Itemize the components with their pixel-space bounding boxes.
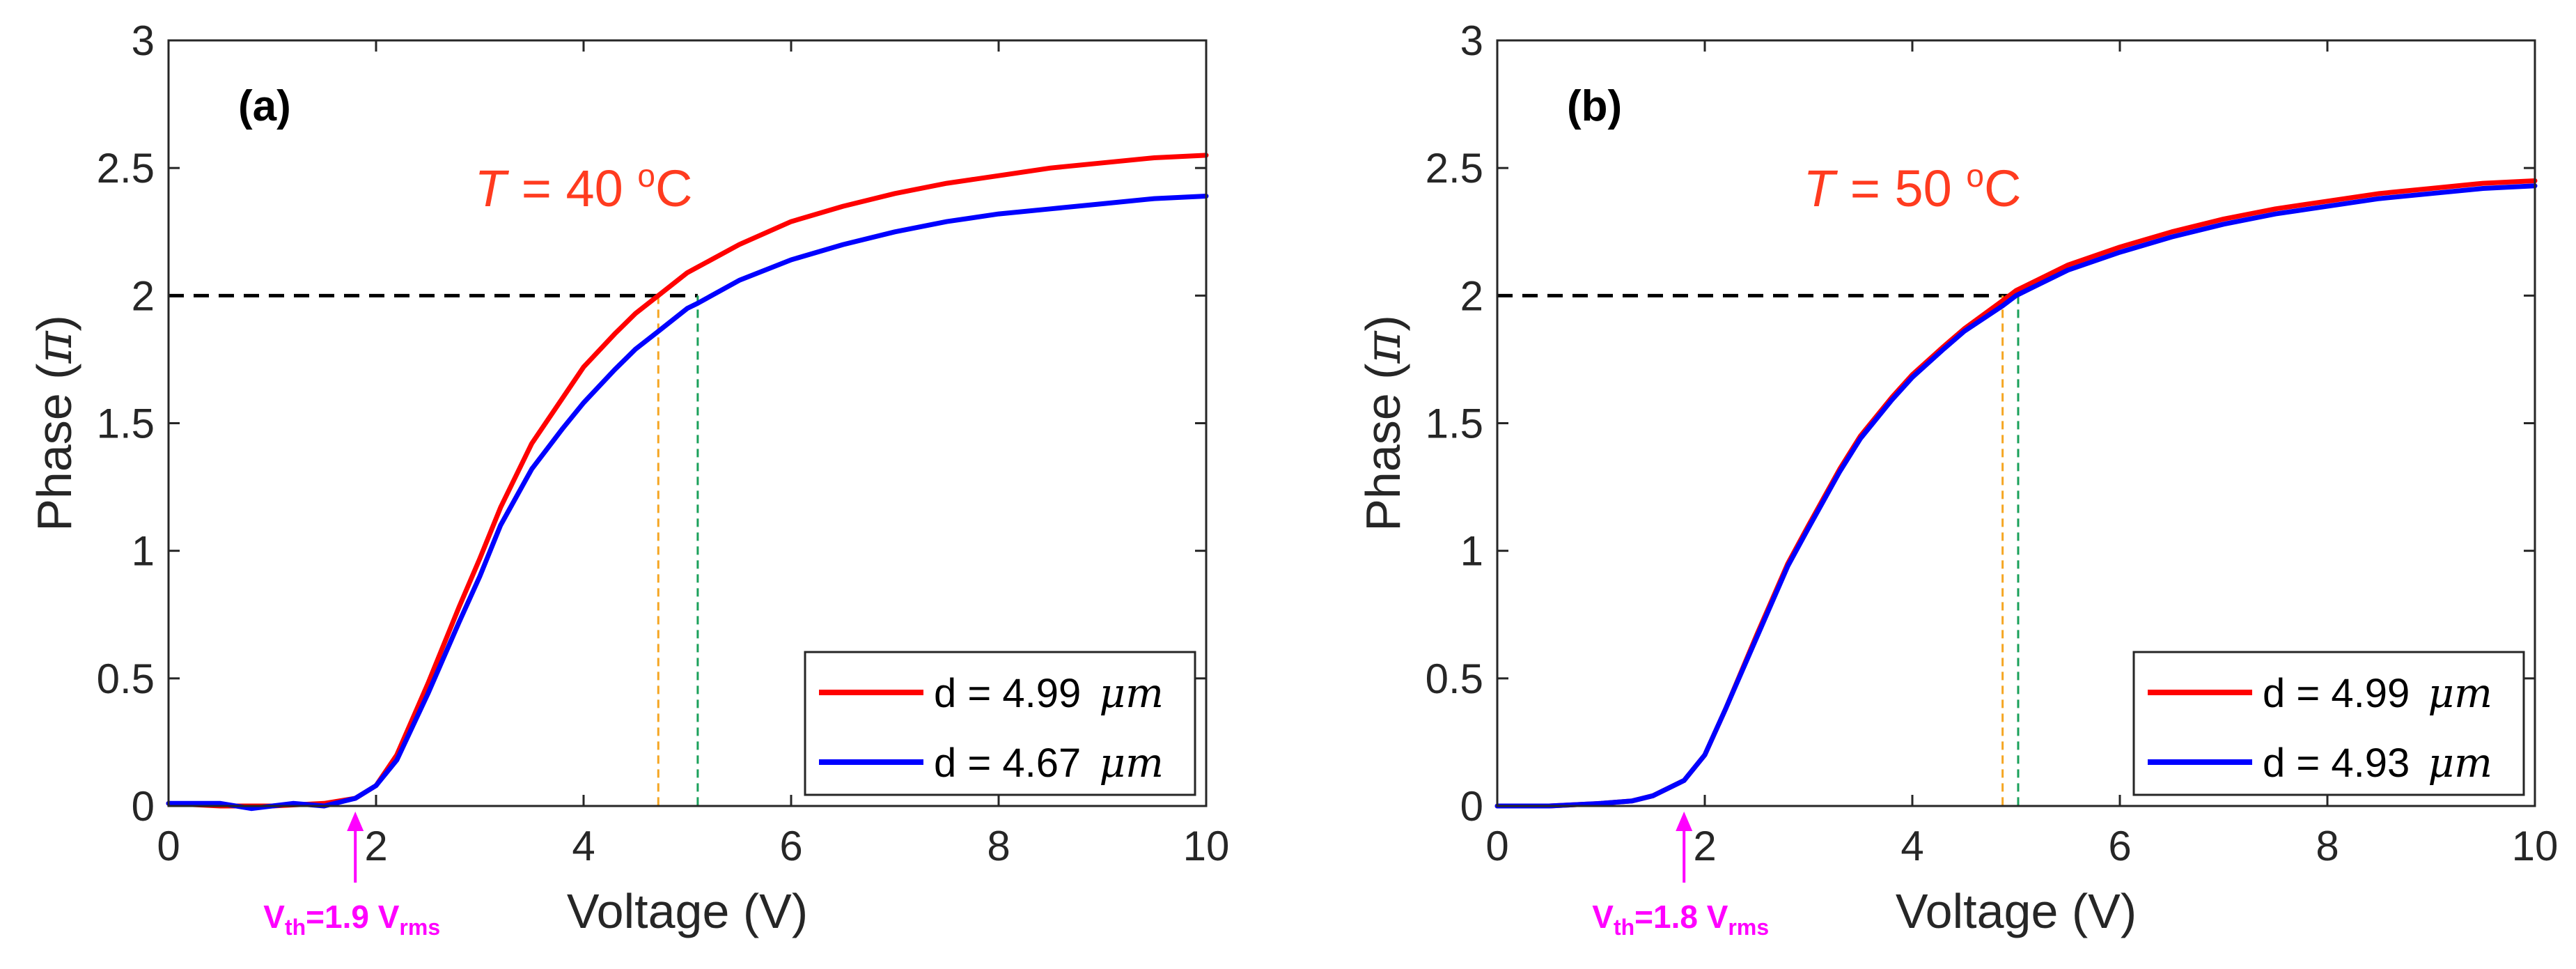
threshold-sub: th [285, 915, 306, 940]
legend-entry-blue: d = 4.67 μm [934, 739, 1164, 786]
chart-panel-a: 0 2 4 6 8 10 0 0.5 1 1.5 2 2.5 3 (a) T = 40 oC Voltage (… [26, 17, 1229, 940]
y-tick-label: 0.5 [1426, 656, 1483, 702]
x-tick-label: 8 [987, 823, 1010, 869]
temperature-value: = 50 [1850, 160, 1967, 217]
threshold-value: =1.8 V [1634, 899, 1728, 935]
legend-entry-text: d = 4.99 [2263, 671, 2421, 716]
y-axis-label-close: ) [1356, 315, 1410, 331]
x-tick-label: 4 [572, 823, 595, 869]
x-tick-label: 10 [2512, 823, 2559, 869]
legend-entry-unit: μm [2428, 739, 2492, 786]
y-tick-label: 0 [132, 783, 155, 830]
x-tick-label: 2 [364, 823, 387, 869]
threshold-sub2: rms [399, 915, 440, 940]
threshold-label: Vth=1.8 Vrms [1592, 899, 1769, 940]
legend: d = 4.99 μmd = 4.67 μm [805, 652, 1195, 795]
legend-entry-text: d = 4.93 [2263, 741, 2421, 786]
chart-panel-b: 0 2 4 6 8 10 0 0.5 1 1.5 2 2.5 3 (b) T = 50 oC Voltage (… [1355, 17, 2558, 940]
y-tick-label: 1 [1460, 528, 1483, 575]
x-tick-label: 4 [1900, 823, 1923, 869]
temperature-var: T [475, 160, 510, 217]
temperature-var: T [1804, 160, 1839, 217]
x-tick-label: 6 [779, 823, 802, 869]
temperature-degree: o [637, 157, 655, 194]
legend-entry-unit: μm [1099, 669, 1164, 717]
temperature-unit: C [1984, 160, 2021, 217]
threshold-sub: th [1614, 915, 1634, 940]
y-axis-label-text: Phase ( [27, 364, 81, 532]
threshold-v: V [1592, 899, 1614, 935]
y-axis-label: Phase (π) [1355, 315, 1412, 532]
legend-entry-red: d = 4.99 μm [2263, 669, 2492, 717]
y-axis-label-symbol: π [1355, 330, 1412, 364]
y-axis-label: Phase (π) [26, 315, 83, 532]
y-tick-label: 2 [132, 272, 155, 319]
y-axis-label-close: ) [27, 315, 81, 331]
x-tick-label: 0 [157, 823, 180, 869]
legend-entry-blue: d = 4.93 μm [2263, 739, 2492, 786]
threshold-arrow-head [1676, 812, 1692, 831]
x-tick-label: 8 [2316, 823, 2339, 869]
legend: d = 4.99 μmd = 4.93 μm [2134, 652, 2524, 795]
y-tick-label: 2.5 [97, 145, 155, 192]
legend-entry-red: d = 4.99 μm [934, 669, 1164, 717]
x-axis-label: Voltage (V) [567, 884, 808, 938]
y-tick-label: 3 [132, 17, 155, 64]
y-tick-label: 0 [1460, 783, 1483, 830]
y-axis-label-text: Phase ( [1356, 364, 1410, 532]
legend-entry-text: d = 4.99 [934, 671, 1092, 716]
threshold-label: Vth=1.9 Vrms [263, 899, 440, 940]
x-tick-label: 2 [1693, 823, 1716, 869]
y-tick-label: 2 [1460, 272, 1483, 319]
x-tick-label: 10 [1183, 823, 1230, 869]
y-axis-label-symbol: π [26, 330, 83, 364]
y-tick-label: 1 [132, 528, 155, 575]
legend-entry-unit: μm [2428, 669, 2492, 717]
x-axis-label: Voltage (V) [1896, 884, 2137, 938]
y-tick-label: 1.5 [97, 401, 155, 447]
temperature-unit: C [655, 160, 692, 217]
x-tick-label: 6 [2108, 823, 2131, 869]
panel-label: (a) [238, 82, 291, 130]
y-tick-label: 0.5 [97, 656, 155, 702]
threshold-arrow-head [347, 812, 364, 831]
y-tick-label: 1.5 [1426, 401, 1483, 447]
x-tick-label: 0 [1485, 823, 1508, 869]
legend-entry-unit: μm [1099, 739, 1164, 786]
threshold-v: V [263, 899, 285, 935]
threshold-sub2: rms [1728, 915, 1769, 940]
threshold-value: =1.9 V [306, 899, 400, 935]
legend-entry-text: d = 4.67 [934, 741, 1092, 786]
y-tick-label: 3 [1460, 17, 1483, 64]
temperature-value: = 40 [522, 160, 638, 217]
temperature-degree: o [1966, 157, 1984, 194]
figure: 0 2 4 6 8 1000.511.522.53(a)T = 40 oCVoltage (… [0, 0, 2576, 969]
panel-label: (b) [1567, 82, 1622, 130]
y-tick-label: 2.5 [1426, 145, 1483, 192]
